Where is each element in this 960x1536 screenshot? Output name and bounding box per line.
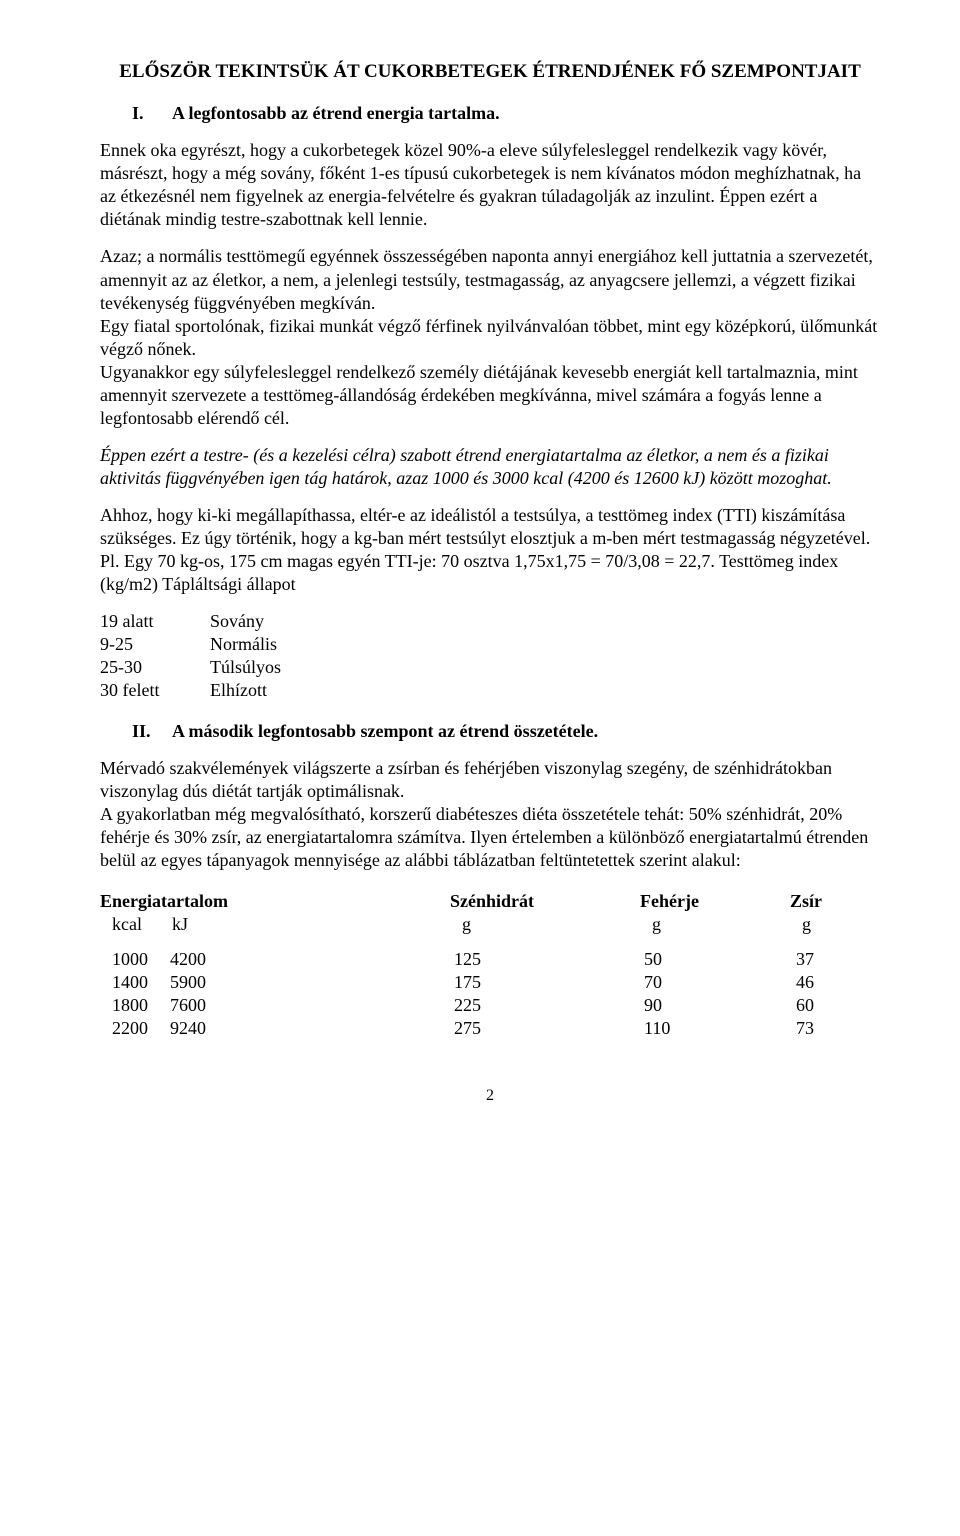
paragraph-6: Ahhoz, hogy ki-ki megállapíthassa, eltér…: [100, 504, 880, 550]
cell-kj: 4200: [170, 948, 454, 971]
sub-g-fat: g: [802, 913, 862, 936]
cell-carb: 225: [454, 994, 644, 1017]
cell-protein: 110: [644, 1017, 796, 1040]
cell-fat: 60: [796, 994, 856, 1017]
sub-g-protein: g: [652, 913, 802, 936]
cell-protein: 50: [644, 948, 796, 971]
col-energy: Energiatartalom: [100, 890, 450, 913]
table-row: 19 alatt Sovány: [100, 610, 880, 633]
heading-1-text: A legfontosabb az étrend energia tartalm…: [172, 103, 500, 123]
cell-carb: 275: [454, 1017, 644, 1040]
paragraph-8: Mérvadó szakvélemények világszerte a zsí…: [100, 757, 880, 803]
bmi-range: 19 alatt: [100, 610, 210, 633]
table-row: 30 felett Elhízott: [100, 679, 880, 702]
nutrient-table-header: Energiatartalom Szénhidrát Fehérje Zsír: [100, 890, 880, 913]
page-number: 2: [100, 1086, 880, 1106]
table-row: 9-25 Normális: [100, 633, 880, 656]
heading-2-text: A második legfontosabb szempont az étren…: [172, 721, 598, 741]
main-title: ELŐSZÖR TEKINTSÜK ÁT CUKORBETEGEK ÉTREND…: [100, 60, 880, 84]
heading-2-roman: II.: [132, 720, 172, 743]
table-row: 1400 5900 175 70 46: [100, 971, 880, 994]
bmi-label: Normális: [210, 633, 880, 656]
bmi-label: Elhízott: [210, 679, 880, 702]
cell-kcal: 1000: [100, 948, 170, 971]
cell-kcal: 2200: [100, 1017, 170, 1040]
cell-kj: 5900: [170, 971, 454, 994]
cell-fat: 46: [796, 971, 856, 994]
bmi-table: 19 alatt Sovány 9-25 Normális 25-30 Túls…: [100, 610, 880, 702]
paragraph-2: Azaz; a normális testtömegű egyénnek öss…: [100, 245, 880, 314]
table-row: 1800 7600 225 90 60: [100, 994, 880, 1017]
cell-carb: 125: [454, 948, 644, 971]
table-row: 2200 9240 275 110 73: [100, 1017, 880, 1040]
bmi-label: Sovány: [210, 610, 880, 633]
heading-2: II.A második legfontosabb szempont az ét…: [132, 720, 880, 743]
cell-kj: 7600: [170, 994, 454, 1017]
cell-fat: 73: [796, 1017, 856, 1040]
cell-kcal: 1400: [100, 971, 170, 994]
paragraph-5-italic: Éppen ezért a testre- (és a kezelési cél…: [100, 444, 880, 490]
cell-protein: 70: [644, 971, 796, 994]
sub-kcal: kcal: [100, 913, 172, 936]
paragraph-1: Ennek oka egyrészt, hogy a cukorbetegek …: [100, 139, 880, 231]
bmi-range: 9-25: [100, 633, 210, 656]
paragraph-7: Pl. Egy 70 kg-os, 175 cm magas egyén TTI…: [100, 550, 880, 596]
cell-fat: 37: [796, 948, 856, 971]
sub-g-carb: g: [462, 913, 652, 936]
nutrient-table-subheader: kcal kJ g g g: [100, 913, 880, 936]
col-fat: Zsír: [790, 890, 850, 913]
heading-1: I.A legfontosabb az étrend energia tarta…: [132, 102, 880, 125]
table-row: 1000 4200 125 50 37: [100, 948, 880, 971]
cell-carb: 175: [454, 971, 644, 994]
col-protein: Fehérje: [640, 890, 790, 913]
bmi-label: Túlsúlyos: [210, 656, 880, 679]
bmi-range: 30 felett: [100, 679, 210, 702]
paragraph-4: Ugyanakkor egy súlyfelesleggel rendelkez…: [100, 361, 880, 430]
heading-1-roman: I.: [132, 102, 172, 125]
cell-protein: 90: [644, 994, 796, 1017]
cell-kj: 9240: [170, 1017, 454, 1040]
paragraph-9: A gyakorlatban még megvalósítható, korsz…: [100, 803, 880, 872]
bmi-range: 25-30: [100, 656, 210, 679]
table-row: 25-30 Túlsúlyos: [100, 656, 880, 679]
sub-kj: kJ: [172, 913, 462, 936]
col-carb: Szénhidrát: [450, 890, 640, 913]
paragraph-3: Egy fiatal sportolónak, fizikai munkát v…: [100, 315, 880, 361]
cell-kcal: 1800: [100, 994, 170, 1017]
